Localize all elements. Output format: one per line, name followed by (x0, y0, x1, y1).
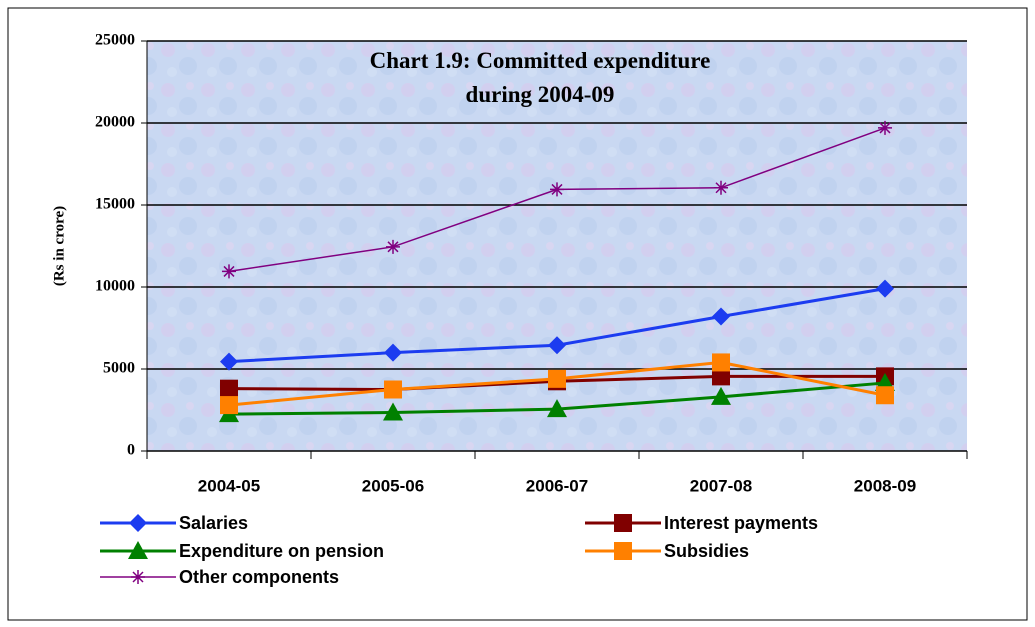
marker (384, 380, 402, 399)
legend-marker (129, 514, 147, 532)
marker (548, 369, 566, 388)
x-tick-label: 2004-05 (198, 476, 260, 495)
y-tick-label: 15000 (95, 196, 135, 213)
marker (222, 264, 236, 279)
marker (711, 386, 731, 405)
marker (878, 120, 892, 135)
legend-marker (131, 570, 145, 584)
marker (548, 336, 566, 355)
y-axis-label: (Rs in crore) (51, 206, 67, 286)
y-tick-label: 20000 (95, 114, 135, 131)
marker (712, 353, 730, 372)
chart-title: Chart 1.9: Committed expenditure during … (369, 48, 711, 107)
legend-label: Subsidies (664, 541, 749, 561)
marker (712, 307, 730, 326)
x-tick-label: 2006-07 (526, 476, 588, 495)
marker (383, 402, 403, 421)
y-tick-label: 0 (127, 442, 135, 459)
marker (386, 239, 400, 254)
legend-marker (614, 514, 632, 532)
legend-label: Interest payments (664, 513, 818, 533)
marker (712, 367, 730, 386)
legend-label: Salaries (179, 513, 248, 533)
marker (714, 180, 728, 195)
x-tick-label: 2008-09 (854, 476, 916, 495)
x-tick-label: 2005-06 (362, 476, 424, 495)
legend-marker (614, 542, 632, 560)
marker (550, 182, 564, 197)
marker (384, 343, 402, 362)
y-tick-label: 5000 (103, 360, 135, 377)
y-tick-label: 10000 (95, 278, 135, 295)
marker (220, 379, 238, 398)
marker (547, 399, 567, 418)
marker (876, 279, 894, 298)
legend-label: Expenditure on pension (179, 541, 384, 561)
marker (220, 396, 238, 415)
legend-label: Other components (179, 567, 339, 587)
marker (876, 386, 894, 405)
y-tick-label: 25000 (95, 32, 135, 49)
legend-marker (128, 541, 148, 559)
marker (220, 352, 238, 371)
x-tick-label: 2007-08 (690, 476, 752, 495)
